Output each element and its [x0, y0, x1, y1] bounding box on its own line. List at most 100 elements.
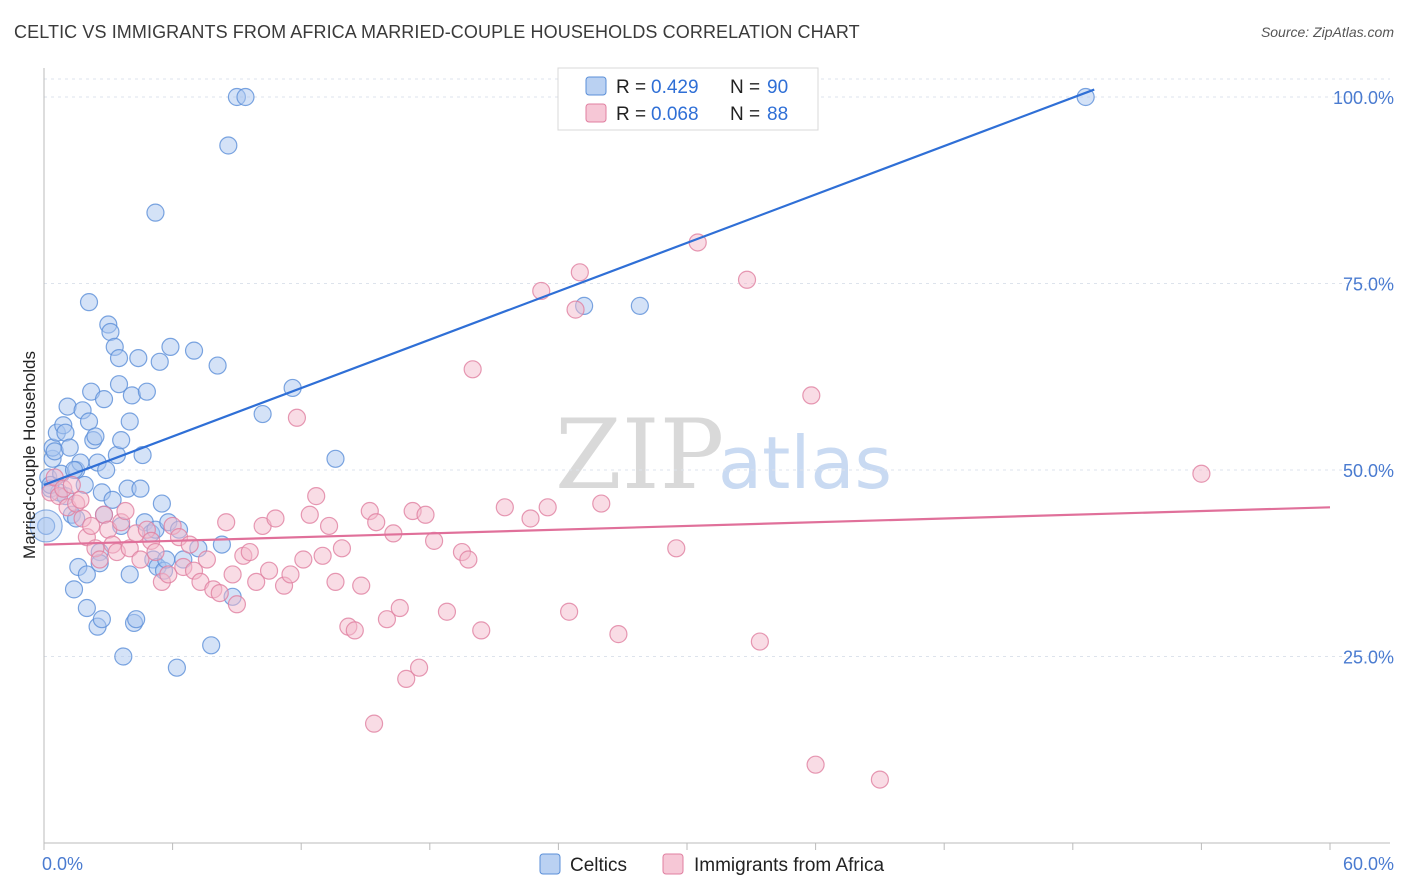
- point-celtics-23: [77, 598, 96, 618]
- point-celtics-22: [77, 565, 96, 584]
- bottom-legend-swatch-africa: [662, 853, 684, 875]
- bottom-legend-celtics: Celtics: [570, 855, 627, 876]
- point-africa-47: [287, 408, 307, 427]
- point-celtics-0: [37, 516, 56, 536]
- point-celtics-62: [146, 203, 165, 222]
- chart-title: CELTIC VS IMMIGRANTS FROM AFRICA MARRIED…: [14, 22, 860, 42]
- point-africa-26: [159, 565, 178, 584]
- point-africa-41: [247, 572, 266, 592]
- point-celtics-39: [101, 322, 120, 342]
- data-points: [29, 87, 1211, 789]
- point-celtics-64: [150, 352, 169, 371]
- point-celtics-33: [92, 610, 111, 629]
- legend-n-value-1: 90: [767, 77, 788, 98]
- point-africa-36: [217, 513, 236, 532]
- point-celtics-44: [109, 375, 129, 394]
- point-africa-46: [281, 565, 300, 584]
- point-africa-44: [266, 509, 285, 528]
- point-celtics-81: [236, 87, 255, 107]
- point-africa-37: [223, 565, 242, 584]
- legend-r-value-2: 0.068: [651, 104, 699, 125]
- point-africa-24: [146, 542, 165, 562]
- y-tick-label-2: 75.0%: [1343, 275, 1394, 295]
- point-celtics-24: [79, 293, 99, 312]
- legend-n-label-2: N =: [730, 104, 760, 125]
- x-tick-label-0: 0.0%: [42, 854, 83, 874]
- point-celtics-56: [133, 445, 152, 465]
- point-celtics-58: [137, 382, 156, 401]
- point-africa-86: [750, 632, 769, 651]
- point-africa-59: [367, 513, 386, 532]
- point-africa-72: [463, 360, 482, 379]
- legend-r-value-1: 0.429: [651, 77, 699, 98]
- trend-lines: [43, 88, 1331, 546]
- point-africa-60: [364, 714, 384, 733]
- point-africa-56: [345, 621, 364, 640]
- trend-line-celtics: [43, 88, 1095, 486]
- y-tick-label-1: 50.0%: [1343, 461, 1394, 481]
- legend-n-value-2: 88: [767, 104, 788, 125]
- point-africa-13: [94, 505, 114, 524]
- point-africa-38: [227, 595, 246, 614]
- point-celtics-78: [219, 136, 238, 155]
- point-africa-89: [870, 770, 890, 789]
- point-africa-90: [1192, 464, 1211, 483]
- point-celtics-76: [208, 356, 227, 375]
- point-celtics-35: [94, 390, 114, 409]
- point-africa-52: [319, 516, 339, 536]
- point-celtics-11: [56, 423, 75, 442]
- point-celtics-54: [129, 349, 148, 368]
- point-africa-54: [332, 539, 352, 558]
- point-africa-82: [609, 625, 628, 644]
- source-label: Source: ZipAtlas.com: [1260, 24, 1394, 40]
- point-celtics-13: [60, 438, 79, 457]
- point-africa-51: [313, 546, 332, 565]
- bottom-legend-swatch-celtics: [539, 853, 561, 875]
- point-africa-69: [437, 602, 457, 621]
- point-celtics-86: [630, 296, 649, 315]
- legend-r-label-1: R =: [616, 77, 646, 98]
- point-celtics-45: [112, 431, 131, 450]
- point-celtics-75: [202, 636, 221, 655]
- point-celtics-55: [131, 479, 150, 498]
- point-africa-18: [116, 501, 135, 521]
- y-tick-label-0: 25.0%: [1343, 648, 1394, 668]
- point-celtics-51: [122, 386, 141, 405]
- point-africa-78: [560, 602, 579, 621]
- point-africa-40: [240, 542, 259, 562]
- point-africa-83: [667, 539, 686, 558]
- point-africa-53: [326, 572, 345, 592]
- bottom-legend: Celtics Immigrants from Africa: [539, 853, 884, 876]
- point-africa-81: [592, 494, 611, 513]
- point-celtics-69: [161, 337, 180, 357]
- legend: R = 0.429 N = 90 R = 0.068 N = 88: [557, 67, 819, 131]
- legend-n-label-1: N =: [730, 77, 760, 98]
- point-africa-64: [397, 669, 416, 688]
- point-celtics-53: [127, 610, 146, 629]
- grid: [44, 78, 1390, 657]
- point-africa-88: [802, 386, 821, 405]
- point-celtics-43: [109, 349, 129, 368]
- point-africa-85: [737, 270, 757, 289]
- point-africa-68: [424, 531, 444, 550]
- point-africa-30: [180, 535, 199, 554]
- point-africa-33: [197, 550, 216, 569]
- watermark-atlas: atlas: [718, 421, 892, 505]
- point-celtics-82: [253, 404, 272, 424]
- point-celtics-15: [64, 580, 84, 599]
- point-celtics-40: [103, 490, 122, 509]
- point-africa-77: [538, 498, 557, 517]
- point-africa-21: [131, 550, 150, 569]
- point-africa-73: [472, 621, 491, 640]
- legend-swatch-africa: [585, 103, 607, 123]
- point-africa-10: [82, 516, 101, 536]
- y-tick-label-3: 100.0%: [1333, 88, 1394, 108]
- trend-line-africa: [43, 506, 1331, 546]
- axes: [43, 68, 1390, 850]
- point-africa-61: [377, 610, 397, 629]
- point-celtics-65: [152, 494, 171, 513]
- point-africa-74: [495, 498, 514, 517]
- point-celtics-84: [326, 449, 345, 468]
- point-africa-43: [259, 561, 279, 580]
